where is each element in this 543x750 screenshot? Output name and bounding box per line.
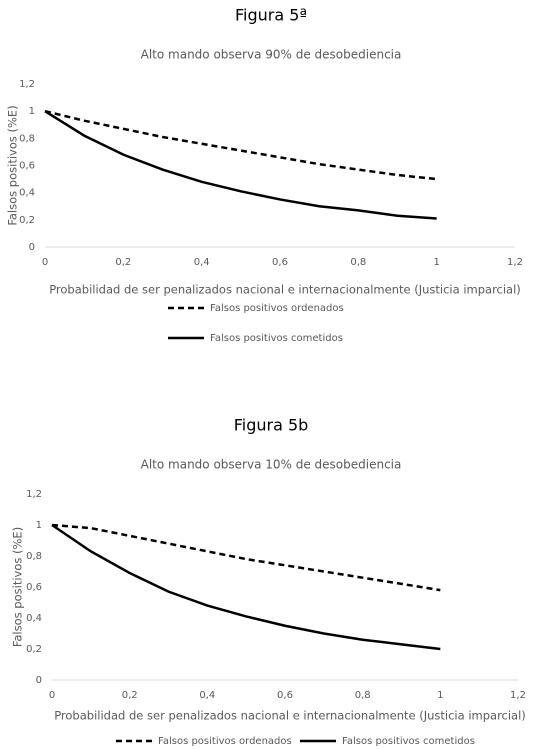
- legend-label: Falsos positivos cometidos: [342, 736, 475, 747]
- y-tick-label: 1,2: [19, 79, 35, 90]
- series-line: [44, 110, 437, 220]
- y-tick-label: 1: [29, 106, 35, 117]
- x-axis-label: Probabilidad de ser penalizados nacional…: [54, 709, 526, 723]
- y-tick-label: 0: [29, 242, 35, 253]
- y-tick-label: 0,2: [26, 644, 42, 655]
- x-tick-label: 1,2: [507, 257, 523, 268]
- x-tick-label: 0,8: [355, 690, 371, 701]
- y-tick-label: 0,6: [26, 582, 42, 593]
- x-tick-label: 0: [49, 690, 55, 701]
- x-tick-label: 0,4: [199, 690, 215, 701]
- figure-label: Figura 5ª: [235, 6, 307, 25]
- figure-label: Figura 5b: [234, 416, 309, 435]
- x-tick-label: 1,2: [510, 690, 526, 701]
- y-tick-label: 0,6: [19, 161, 35, 172]
- y-tick-label: 0,8: [26, 551, 42, 562]
- y-tick-label: 0,4: [26, 613, 42, 624]
- y-tick-label: 1: [36, 520, 42, 531]
- x-tick-label: 1: [433, 257, 439, 268]
- chart-title: Alto mando observa 90% de desobediencia: [141, 48, 402, 62]
- x-tick-label: 0,8: [350, 257, 366, 268]
- x-axis-label: Probabilidad de ser penalizados nacional…: [49, 283, 521, 297]
- x-tick-label: 0,6: [277, 690, 293, 701]
- series-line: [51, 523, 441, 592]
- y-tick-label: 1,2: [26, 489, 42, 500]
- x-tick-label: 0,2: [115, 257, 131, 268]
- legend-label: Falsos positivos cometidos: [210, 333, 343, 344]
- x-tick-label: 0,6: [272, 257, 288, 268]
- y-tick-label: 0,2: [19, 215, 35, 226]
- y-axis-label: Falsos positivos (%E): [6, 105, 20, 225]
- x-tick-label: 1: [437, 690, 443, 701]
- y-tick-label: 0,8: [19, 133, 35, 144]
- x-tick-label: 0: [42, 257, 48, 268]
- series-line: [51, 523, 441, 651]
- y-tick-label: 0: [36, 675, 42, 686]
- y-axis-label: Falsos positivos (%E): [11, 527, 25, 647]
- y-tick-label: 0,4: [19, 188, 35, 199]
- chart-title: Alto mando observa 10% de desobediencia: [141, 458, 402, 472]
- legend-label: Falsos positivos ordenados: [210, 303, 344, 314]
- x-tick-label: 0,2: [122, 690, 138, 701]
- series-line: [44, 109, 437, 181]
- x-tick-label: 0,4: [194, 257, 210, 268]
- legend-label: Falsos positivos ordenados: [158, 736, 292, 747]
